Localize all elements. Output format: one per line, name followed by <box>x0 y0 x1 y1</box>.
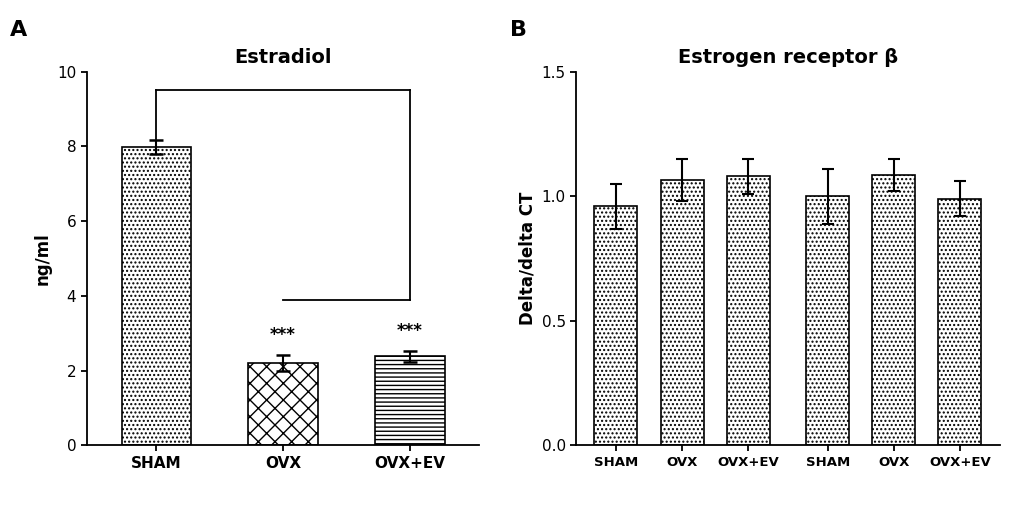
Title: Estradiol: Estradiol <box>234 48 331 68</box>
Bar <box>375 356 444 445</box>
Text: ***: *** <box>270 326 296 344</box>
Bar <box>871 175 914 445</box>
Text: A: A <box>10 20 28 40</box>
Bar <box>937 199 980 445</box>
Bar <box>660 180 703 445</box>
Text: B: B <box>510 20 527 40</box>
Bar <box>121 147 191 445</box>
Title: Estrogen receptor β: Estrogen receptor β <box>678 48 897 68</box>
Y-axis label: Delta/delta CT: Delta/delta CT <box>518 192 536 325</box>
Bar <box>248 363 318 445</box>
Bar <box>805 196 848 445</box>
Bar <box>727 176 769 445</box>
Y-axis label: ng/ml: ng/ml <box>34 232 51 285</box>
Text: ***: *** <box>396 322 422 339</box>
Bar <box>594 206 637 445</box>
